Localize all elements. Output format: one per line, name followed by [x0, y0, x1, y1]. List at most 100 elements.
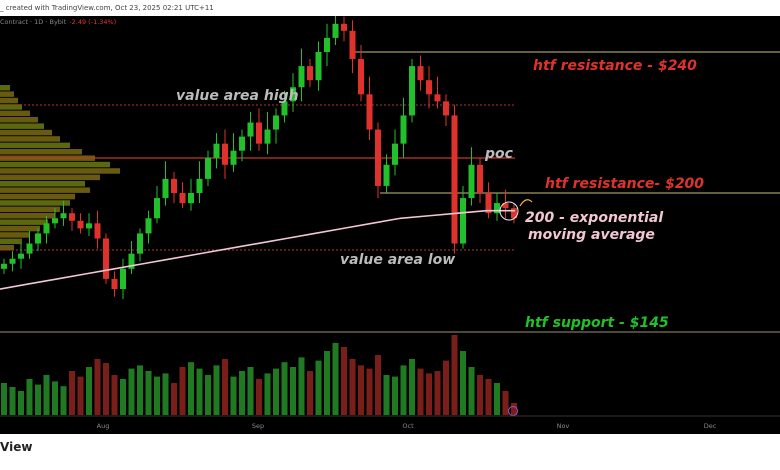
created-text: _ created with TradingView.com, Oct 23, … [0, 4, 214, 12]
candle-body [494, 203, 500, 214]
volume-bar [256, 379, 262, 415]
volume-bar [137, 365, 143, 415]
volume-bar [111, 375, 118, 415]
volume-bar [392, 376, 398, 415]
candle-body [77, 220, 84, 229]
volume-bar [273, 368, 279, 415]
candle-body [69, 213, 75, 221]
candle-body [43, 223, 50, 234]
candle-body [1, 263, 7, 269]
chart-bottom-border [0, 434, 780, 440]
candle-body [247, 122, 254, 137]
volume-profile-bar [0, 85, 10, 91]
candle-body [213, 143, 220, 158]
volume-profile-bar [0, 110, 30, 117]
volume-profile-bar [0, 123, 44, 129]
volume-bar [213, 365, 220, 415]
candle-body [366, 94, 373, 130]
volume-bar [86, 367, 92, 415]
candle-body [222, 143, 228, 165]
x-tick-label: Sep [252, 422, 264, 430]
candle-body [171, 178, 177, 193]
volume-bar [502, 391, 509, 415]
candle-body [86, 223, 92, 229]
symbol-legend: Contract · 1D · Bybit -2.49 (-1.34%) [0, 18, 116, 26]
candle-body [196, 178, 203, 193]
volume-bar [154, 376, 160, 415]
candle-body [145, 218, 152, 234]
x-tick-label: Dec [704, 422, 717, 430]
volume-bar [417, 368, 424, 415]
candle-body [460, 198, 466, 244]
volume-bar [120, 379, 126, 415]
candle-body [179, 193, 186, 204]
volume-bar [247, 367, 254, 415]
label-htf-support-145: htf support - $145 [525, 315, 669, 331]
arrow-icon [519, 199, 533, 207]
volume-bar [375, 355, 381, 415]
candle-body [307, 66, 313, 81]
volume-bar [9, 387, 16, 415]
volume-profile-bar [0, 104, 22, 110]
candle-body [188, 193, 194, 204]
volume-bar [264, 373, 271, 415]
volume-bar [281, 362, 288, 415]
volume-profile-bar [0, 219, 48, 225]
volume-bar [69, 371, 75, 415]
candle-body [400, 115, 407, 144]
volume-bar [468, 367, 475, 415]
volume-profile-bar [0, 142, 70, 149]
label-htf-resistance-240: htf resistance - $240 [533, 58, 697, 74]
candle-body [60, 213, 67, 219]
candle-body [9, 258, 16, 264]
candle-body [230, 150, 237, 165]
ema-200-line [0, 209, 515, 290]
candle-body [349, 30, 356, 60]
candles [1, 16, 517, 300]
volume-bar [145, 371, 152, 415]
volume-bar [426, 373, 432, 415]
volume-profile-bar [0, 97, 18, 104]
label-ema-line2: moving average [528, 227, 655, 243]
volume-bar [205, 375, 211, 415]
volume-bar [511, 403, 517, 415]
volume-bar [307, 371, 313, 415]
volume-profile-bar [0, 161, 110, 168]
volume-profile-bar [0, 168, 120, 174]
candle-body [103, 238, 109, 279]
volume-profile-bar [0, 213, 55, 219]
volume-profile-bar [0, 245, 14, 251]
candle-body [281, 101, 288, 116]
volume-profile-bar [0, 193, 75, 200]
volume-bar [494, 383, 500, 415]
volume-bar [222, 359, 228, 415]
volume-profile-bar [0, 91, 14, 97]
volume-bar [60, 386, 67, 415]
volume-bar [451, 335, 458, 415]
volume-profile-bar [0, 232, 30, 238]
volume-bars [1, 335, 517, 415]
volume-bar [477, 375, 483, 415]
volume-bar [128, 368, 135, 415]
volume-bar [383, 375, 390, 415]
candle-body [341, 23, 347, 31]
volume-profile-bar [0, 136, 60, 142]
volume-bar [443, 360, 449, 415]
candle-body [111, 278, 118, 290]
volume-bar [162, 373, 169, 415]
volume-profile-bar [0, 225, 40, 232]
volume-bar [171, 383, 177, 415]
x-tick-label: Oct [402, 422, 414, 430]
watermark-bar: _ created with TradingView.com, Oct 23, … [0, 0, 780, 16]
volume-bar [1, 383, 7, 415]
candle-body [358, 59, 364, 95]
candle-body [451, 115, 458, 244]
candle-body [290, 87, 296, 102]
candle-body [485, 193, 492, 214]
volume-bar [349, 359, 356, 415]
volume-bar [434, 371, 441, 415]
price-chart[interactable]: htf resistance - $240 value area high po… [0, 16, 780, 440]
candle-body [298, 66, 305, 88]
candle-body [154, 198, 160, 219]
candle-body [256, 122, 262, 144]
